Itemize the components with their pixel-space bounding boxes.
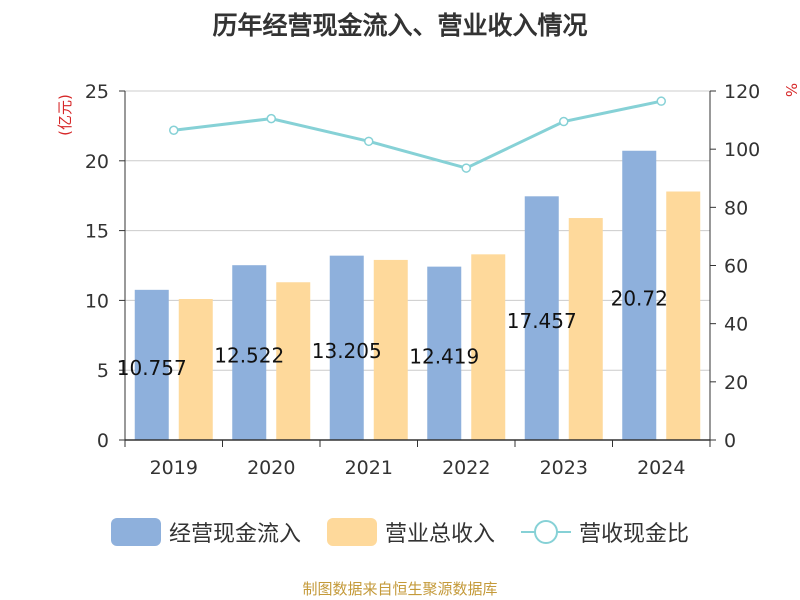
source-note: 制图数据来自恒生聚源数据库 bbox=[302, 580, 498, 598]
legend-item-cash-inflow[interactable]: 经营现金流入 bbox=[110, 516, 301, 548]
legend-item-revenue[interactable]: 营业总收入 bbox=[326, 516, 495, 548]
legend-label-cash-ratio: 营收现金比 bbox=[579, 522, 690, 547]
data-label-cash-inflow: 10.757 bbox=[117, 356, 187, 380]
point-cash-ratio bbox=[266, 113, 276, 124]
legend-label-cash-inflow: 经营现金流入 bbox=[168, 522, 301, 547]
x-tick-label: 2022 bbox=[442, 457, 490, 479]
bar-revenue bbox=[568, 218, 603, 440]
left-tick-label: 20 bbox=[85, 151, 109, 173]
point-cash-ratio bbox=[559, 116, 569, 127]
line-layer bbox=[169, 96, 666, 173]
grid-layer bbox=[125, 90, 710, 371]
right-tick-label: 40 bbox=[724, 314, 748, 336]
x-tick-label: 2020 bbox=[247, 457, 295, 479]
data-label-cash-inflow: 17.457 bbox=[507, 309, 577, 333]
bar-revenue bbox=[178, 299, 213, 440]
x-tick-label: 2024 bbox=[637, 457, 685, 479]
bar-revenue bbox=[276, 282, 311, 440]
line-cash-ratio bbox=[173, 99, 662, 170]
right-tick-label: 60 bbox=[724, 256, 748, 278]
right-tick-label: 80 bbox=[724, 197, 748, 219]
legend: 经营现金流入 营业总收入 营收现金比 bbox=[0, 516, 800, 548]
bar-cash-inflow bbox=[329, 255, 364, 440]
right-tick-label: 120 bbox=[724, 81, 760, 103]
legend-swatch-revenue bbox=[326, 518, 377, 546]
left-tick-label: 5 bbox=[97, 360, 109, 382]
left-axis-unit: (亿元) bbox=[56, 94, 74, 136]
bar-revenue bbox=[471, 254, 506, 440]
legend-swatch-cash-inflow bbox=[110, 518, 161, 546]
data-label-cash-inflow: 13.205 bbox=[312, 339, 382, 363]
data-label-cash-inflow: 20.72 bbox=[611, 286, 668, 310]
right-tick-label: 100 bbox=[724, 139, 760, 161]
right-tick-label: 0 bbox=[724, 430, 736, 452]
legend-item-cash-ratio[interactable]: 营收现金比 bbox=[521, 516, 689, 548]
label-layer: 10.757 12.522 13.205 12.419 17.457 20.72 bbox=[117, 286, 668, 380]
bar-layer bbox=[134, 150, 701, 441]
data-label-cash-inflow: 12.522 bbox=[214, 344, 284, 368]
right-axis-unit: % bbox=[782, 83, 800, 97]
left-tick-label: 10 bbox=[85, 290, 109, 312]
right-tick-label: 20 bbox=[724, 372, 748, 394]
bar-cash-inflow bbox=[232, 265, 267, 440]
axis-layer: 0 5 10 15 20 25 0 20 40 60 80 100 120 2019 2020 2021 202… bbox=[56, 81, 800, 479]
bar-cash-inflow bbox=[134, 289, 169, 440]
x-tick-label: 2019 bbox=[150, 457, 198, 479]
bar-cash-inflow bbox=[427, 266, 462, 440]
chart-title: 历年经营现金流入、营业收入情况 bbox=[212, 11, 588, 40]
bar-cash-inflow bbox=[622, 150, 657, 441]
left-tick-label: 0 bbox=[97, 430, 109, 452]
left-tick-label: 25 bbox=[85, 81, 109, 103]
point-cash-ratio bbox=[169, 125, 179, 136]
bar-revenue bbox=[373, 259, 408, 440]
bar-revenue bbox=[666, 191, 701, 440]
left-tick-label: 15 bbox=[85, 221, 109, 243]
point-cash-ratio bbox=[364, 136, 374, 147]
bar-cash-inflow bbox=[524, 196, 559, 440]
data-label-cash-inflow: 12.419 bbox=[409, 344, 479, 368]
legend-label-revenue: 营业总收入 bbox=[384, 522, 495, 547]
x-tick-label: 2023 bbox=[540, 457, 588, 479]
point-cash-ratio bbox=[461, 163, 471, 173]
legend-line-marker-icon bbox=[521, 518, 571, 546]
x-tick-label: 2021 bbox=[345, 457, 393, 479]
point-cash-ratio bbox=[656, 96, 666, 106]
